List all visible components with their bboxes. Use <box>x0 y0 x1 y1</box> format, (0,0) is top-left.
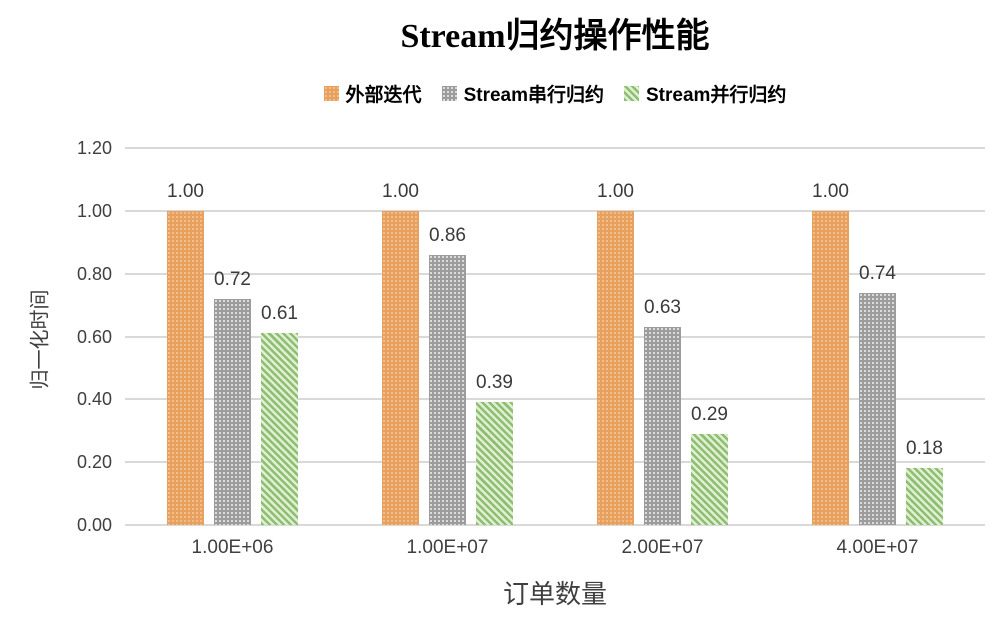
bar-Stream并行归约-2.00E+07 <box>691 433 728 525</box>
bar-slot: 0.63 <box>644 148 681 525</box>
data-label: 0.63 <box>644 297 681 319</box>
x-axis-category-labels: 1.00E+06 1.00E+07 2.00E+07 4.00E+07 <box>125 537 985 559</box>
y-tick-label: 1.20 <box>76 138 112 158</box>
bar-slot: 0.39 <box>476 148 513 525</box>
legend-label: 外部迭代 <box>345 85 422 106</box>
y-tick-label: 0.00 <box>76 515 112 535</box>
data-label: 0.39 <box>476 372 513 394</box>
bar-slot: 1.00 <box>597 148 634 525</box>
legend-swatch-icon <box>624 86 639 101</box>
x-axis-title: 订单数量 <box>502 580 607 609</box>
bar-Stream串行归约-2.00E+07 <box>644 327 681 525</box>
y-axis-ticks: 0.00 0.20 0.40 0.60 0.80 1.00 1.20 <box>12 139 112 534</box>
data-label: 0.74 <box>859 262 896 284</box>
data-label: 0.86 <box>429 224 466 246</box>
bar-slot: 0.18 <box>906 148 943 525</box>
legend-item-1: 外部迭代 <box>323 80 422 107</box>
category-label: 2.00E+07 <box>621 537 704 558</box>
bar-外部迭代-2.00E+07 <box>597 210 634 525</box>
legend-swatch-icon <box>441 86 457 101</box>
legend-label: Stream并行归约 <box>646 85 787 106</box>
bar-slot: 0.29 <box>691 148 728 525</box>
bar-Stream串行归约-1.00E+06 <box>214 298 251 525</box>
category-label: 1.00E+06 <box>191 537 274 558</box>
chart-title: Stream归约操作性能 <box>400 18 710 55</box>
data-label: 1.00 <box>597 180 634 202</box>
bar-Stream串行归约-1.00E+07 <box>429 254 466 525</box>
gridline <box>125 147 985 149</box>
category-label: 4.00E+07 <box>836 537 919 558</box>
data-label: 0.61 <box>261 303 298 325</box>
data-label: 0.72 <box>214 268 251 290</box>
bar-外部迭代-1.00E+07 <box>382 210 419 525</box>
bar-Stream并行归约-1.00E+06 <box>261 333 298 525</box>
data-label: 0.18 <box>906 438 943 460</box>
bar-slot: 0.74 <box>859 148 896 525</box>
data-label: 1.00 <box>812 180 849 202</box>
legend-swatch-icon <box>323 86 339 101</box>
legend-label: Stream串行归约 <box>463 85 604 106</box>
bar-group-4.00E+07: 1.00 0.74 0.18 <box>812 148 943 525</box>
bar-外部迭代-1.00E+06 <box>167 210 204 525</box>
bar-group-1.00E+07: 1.00 0.86 0.39 <box>382 148 513 525</box>
bar-slot: 1.00 <box>382 148 419 525</box>
y-tick-label: 1.00 <box>76 200 112 221</box>
y-tick-label: 0.20 <box>76 452 112 473</box>
y-tick-label: 0.80 <box>76 263 112 284</box>
gridline <box>125 398 985 401</box>
bar-slot: 0.61 <box>261 148 298 525</box>
plot-area: 1.00 0.72 0.61 1.00 0.86 0.39 1.00 0.63 0.29 1.00… <box>125 147 985 526</box>
gridline <box>125 209 985 212</box>
bar-Stream串行归约-4.00E+07 <box>859 292 896 525</box>
data-label: 0.29 <box>691 403 728 425</box>
bar-Stream并行归约-1.00E+07 <box>476 402 513 525</box>
gridline <box>125 272 985 275</box>
gridline <box>125 461 985 464</box>
data-label: 1.00 <box>382 180 419 202</box>
bar-slot: 0.72 <box>214 148 251 525</box>
bar-外部迭代-4.00E+07 <box>812 210 849 525</box>
bar-slot: 0.86 <box>429 148 466 525</box>
data-label: 1.00 <box>167 180 204 202</box>
legend-item-3: Stream并行归约 <box>624 80 786 107</box>
y-tick-label: 0.40 <box>76 389 112 410</box>
gridline <box>125 335 985 338</box>
legend-item-2: Stream串行归约 <box>441 80 604 107</box>
category-label: 1.00E+07 <box>406 537 489 558</box>
legend: 外部迭代 Stream串行归约 Stream并行归约 <box>125 80 985 107</box>
gridline <box>125 524 985 526</box>
y-tick-label: 0.60 <box>76 326 112 347</box>
bar-groups: 1.00 0.72 0.61 1.00 0.86 0.39 1.00 0.63 0.29 1.00… <box>125 148 985 525</box>
y-axis-title: 归一化时间 <box>29 289 52 390</box>
bar-slot: 1.00 <box>167 148 204 525</box>
bar-group-2.00E+07: 1.00 0.63 0.29 <box>597 148 728 525</box>
bar-Stream并行归约-4.00E+07 <box>906 468 943 525</box>
bar-group-1.00E+06: 1.00 0.72 0.61 <box>167 148 298 525</box>
bar-slot: 1.00 <box>812 148 849 525</box>
